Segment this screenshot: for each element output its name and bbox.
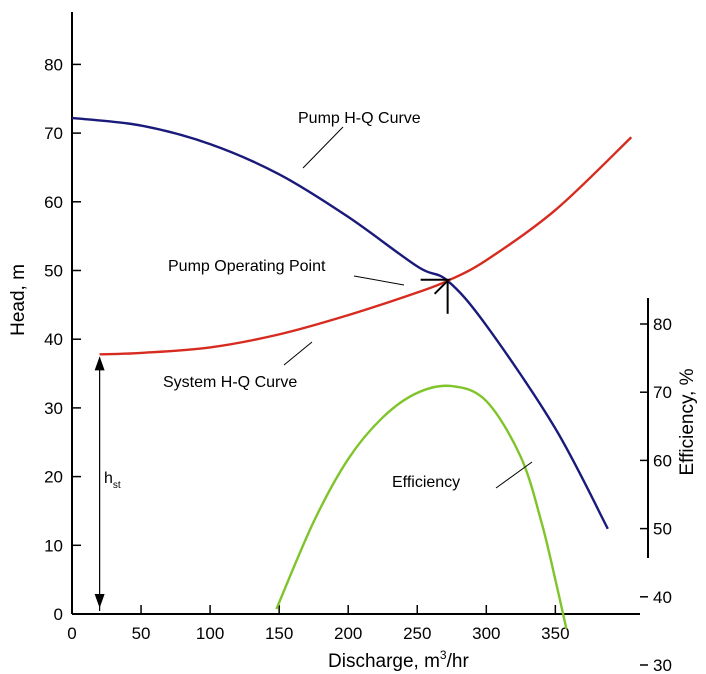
axis-ticks: 0 50 100 150 200 250 300 350 0 10 20 30 40 50 60 70 80 30… (44, 55, 672, 674)
system-curve-label: System H-Q Curve (163, 374, 297, 391)
static-head-arrow (94, 356, 105, 611)
x-tick-label: 0 (67, 624, 76, 643)
y-tick-label: 20 (44, 468, 63, 487)
efficiency-curve (275, 384, 568, 630)
y-tick-label: 10 (44, 536, 63, 555)
y-tick-label: 40 (44, 330, 63, 349)
x-tick-label: 300 (472, 624, 500, 643)
y2-tick-label: 40 (653, 588, 672, 607)
static-head-arrowhead-bottom (94, 594, 105, 608)
efficiency-curve-leader (495, 461, 533, 489)
markers (94, 278, 452, 611)
x-tick-label: 200 (334, 624, 362, 643)
y2-tick-label: 60 (653, 451, 672, 470)
efficiency-curve-label: Efficiency (392, 474, 460, 491)
system-curve-leader (283, 341, 313, 366)
y-tick-label: 0 (54, 605, 63, 624)
y-tick-label: 30 (44, 399, 63, 418)
x-tick-label: 350 (541, 624, 569, 643)
static-head-label: hst (104, 470, 121, 491)
x-axis-label: Discharge, m3/hr (328, 648, 469, 672)
y2-axis-label: Efficiency, % (677, 368, 698, 475)
y2-tick-label: 80 (653, 315, 672, 334)
y2-tick-label: 30 (653, 656, 672, 674)
x-tick-label: 150 (265, 624, 293, 643)
operating-point-marker (420, 278, 452, 314)
operating-point-leader (353, 275, 405, 286)
x-tick-label: 50 (132, 624, 151, 643)
y2-tick-label: 70 (653, 383, 672, 402)
system-hq-curve (99, 136, 633, 356)
y-tick-label: 70 (44, 124, 63, 143)
y-tick-label: 60 (44, 193, 63, 212)
pump-curve-leader (302, 126, 344, 169)
pump-hq-curve (71, 116, 609, 530)
static-head-arrowhead-top (94, 356, 105, 371)
x-tick-label: 100 (196, 624, 224, 643)
y2-tick-label: 50 (653, 520, 672, 539)
pump-curve-label: Pump H-Q Curve (298, 110, 421, 127)
curves (71, 116, 633, 630)
y-tick-label: 80 (44, 55, 63, 74)
operating-point-label: Pump Operating Point (168, 258, 326, 275)
y-tick-label: 50 (44, 262, 63, 281)
y-axis-label: Head, m (8, 264, 29, 336)
x-tick-label: 250 (403, 624, 431, 643)
